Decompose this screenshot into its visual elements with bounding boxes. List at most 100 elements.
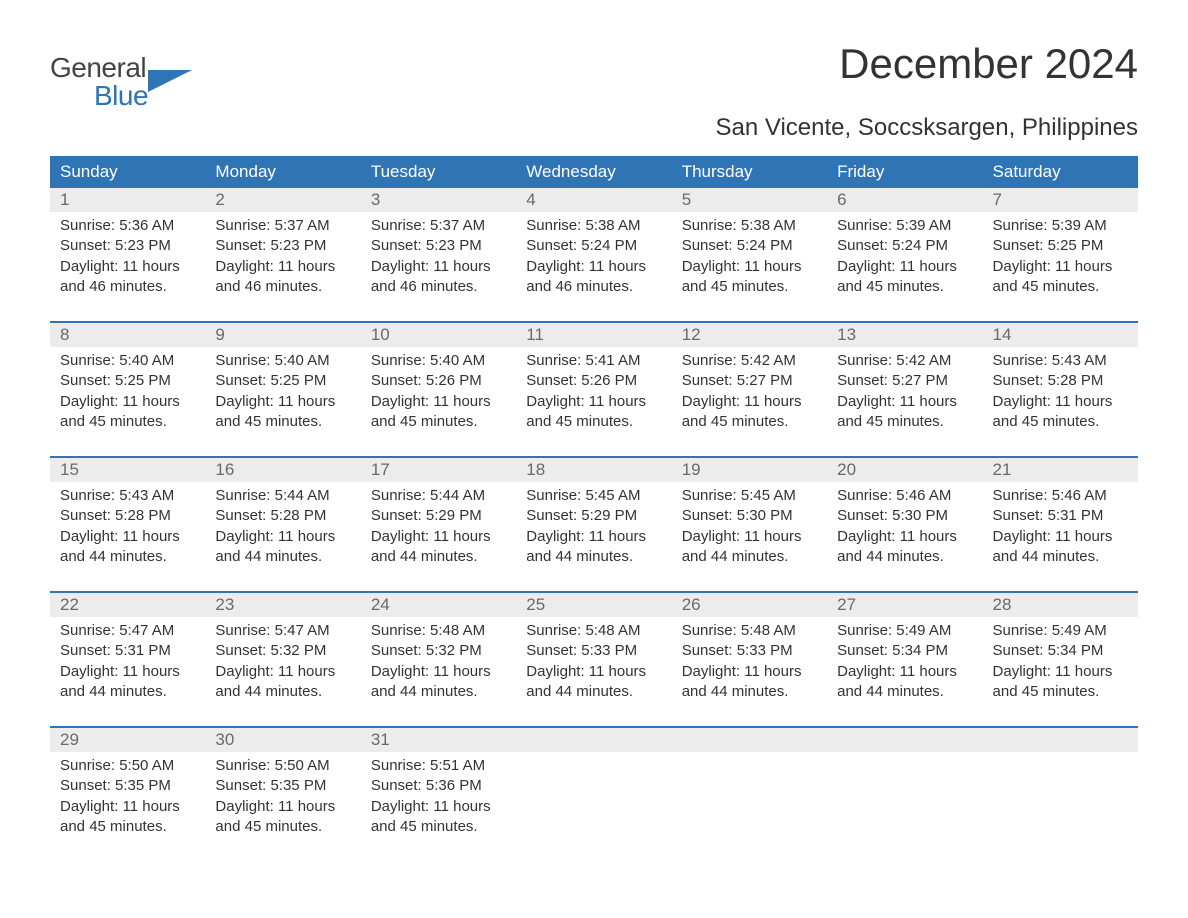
daylight-line: Daylight: 11 hours and 44 minutes. xyxy=(60,662,195,703)
sunrise-line: Sunrise: 5:48 AM xyxy=(371,621,506,641)
day-number: 18 xyxy=(516,458,671,482)
brand-line1: General xyxy=(50,54,146,82)
day-number: 2 xyxy=(205,188,360,212)
sunrise-line: Sunrise: 5:43 AM xyxy=(60,486,195,506)
sunrise-line: Sunrise: 5:48 AM xyxy=(682,621,817,641)
day-number: 13 xyxy=(827,323,982,347)
calendar-cell: 28Sunrise: 5:49 AMSunset: 5:34 PMDayligh… xyxy=(983,593,1138,706)
calendar-week: 22Sunrise: 5:47 AMSunset: 5:31 PMDayligh… xyxy=(50,591,1138,706)
daylight-line: Daylight: 11 hours and 45 minutes. xyxy=(993,392,1128,433)
sunset-line: Sunset: 5:29 PM xyxy=(371,506,506,526)
day-details: Sunrise: 5:39 AMSunset: 5:25 PMDaylight:… xyxy=(983,212,1138,301)
sunset-line: Sunset: 5:31 PM xyxy=(993,506,1128,526)
day-details: Sunrise: 5:49 AMSunset: 5:34 PMDaylight:… xyxy=(983,617,1138,706)
day-number: 12 xyxy=(672,323,827,347)
calendar-cell: 17Sunrise: 5:44 AMSunset: 5:29 PMDayligh… xyxy=(361,458,516,571)
calendar-cell: 9Sunrise: 5:40 AMSunset: 5:25 PMDaylight… xyxy=(205,323,360,436)
sunrise-line: Sunrise: 5:45 AM xyxy=(526,486,661,506)
calendar-cell: 7Sunrise: 5:39 AMSunset: 5:25 PMDaylight… xyxy=(983,188,1138,301)
daylight-line: Daylight: 11 hours and 44 minutes. xyxy=(526,662,661,703)
calendar-cell: 16Sunrise: 5:44 AMSunset: 5:28 PMDayligh… xyxy=(205,458,360,571)
day-details: Sunrise: 5:40 AMSunset: 5:25 PMDaylight:… xyxy=(50,347,205,436)
calendar-cell: 27Sunrise: 5:49 AMSunset: 5:34 PMDayligh… xyxy=(827,593,982,706)
sunset-line: Sunset: 5:26 PM xyxy=(526,371,661,391)
calendar-cell xyxy=(827,728,982,841)
day-details: Sunrise: 5:48 AMSunset: 5:33 PMDaylight:… xyxy=(516,617,671,706)
daylight-line: Daylight: 11 hours and 45 minutes. xyxy=(993,662,1128,703)
calendar-cell: 11Sunrise: 5:41 AMSunset: 5:26 PMDayligh… xyxy=(516,323,671,436)
sunset-line: Sunset: 5:28 PM xyxy=(993,371,1128,391)
daylight-line: Daylight: 11 hours and 45 minutes. xyxy=(60,797,195,838)
calendar-cell: 8Sunrise: 5:40 AMSunset: 5:25 PMDaylight… xyxy=(50,323,205,436)
sunrise-line: Sunrise: 5:38 AM xyxy=(682,216,817,236)
sunset-line: Sunset: 5:28 PM xyxy=(60,506,195,526)
sunset-line: Sunset: 5:24 PM xyxy=(837,236,972,256)
sunset-line: Sunset: 5:27 PM xyxy=(682,371,817,391)
day-details: Sunrise: 5:45 AMSunset: 5:29 PMDaylight:… xyxy=(516,482,671,571)
daylight-line: Daylight: 11 hours and 46 minutes. xyxy=(371,257,506,298)
day-details: Sunrise: 5:43 AMSunset: 5:28 PMDaylight:… xyxy=(50,482,205,571)
day-number: 20 xyxy=(827,458,982,482)
daylight-line: Daylight: 11 hours and 44 minutes. xyxy=(215,662,350,703)
day-number-empty xyxy=(827,728,982,752)
sunset-line: Sunset: 5:25 PM xyxy=(215,371,350,391)
day-details: Sunrise: 5:51 AMSunset: 5:36 PMDaylight:… xyxy=(361,752,516,841)
daylight-line: Daylight: 11 hours and 45 minutes. xyxy=(215,392,350,433)
day-details: Sunrise: 5:42 AMSunset: 5:27 PMDaylight:… xyxy=(827,347,982,436)
calendar-cell: 29Sunrise: 5:50 AMSunset: 5:35 PMDayligh… xyxy=(50,728,205,841)
calendar-cell: 18Sunrise: 5:45 AMSunset: 5:29 PMDayligh… xyxy=(516,458,671,571)
sunrise-line: Sunrise: 5:40 AM xyxy=(60,351,195,371)
day-number: 4 xyxy=(516,188,671,212)
day-number: 28 xyxy=(983,593,1138,617)
day-details: Sunrise: 5:46 AMSunset: 5:30 PMDaylight:… xyxy=(827,482,982,571)
calendar-cell: 21Sunrise: 5:46 AMSunset: 5:31 PMDayligh… xyxy=(983,458,1138,571)
day-details: Sunrise: 5:40 AMSunset: 5:26 PMDaylight:… xyxy=(361,347,516,436)
daylight-line: Daylight: 11 hours and 45 minutes. xyxy=(993,257,1128,298)
day-details: Sunrise: 5:36 AMSunset: 5:23 PMDaylight:… xyxy=(50,212,205,301)
daylight-line: Daylight: 11 hours and 44 minutes. xyxy=(993,527,1128,568)
weekday-header: Wednesday xyxy=(516,156,671,188)
calendar-cell xyxy=(672,728,827,841)
sunrise-line: Sunrise: 5:44 AM xyxy=(215,486,350,506)
day-number: 3 xyxy=(361,188,516,212)
weekday-header: Monday xyxy=(205,156,360,188)
sunrise-line: Sunrise: 5:47 AM xyxy=(215,621,350,641)
daylight-line: Daylight: 11 hours and 44 minutes. xyxy=(682,662,817,703)
weekday-header: Tuesday xyxy=(361,156,516,188)
sunrise-line: Sunrise: 5:40 AM xyxy=(215,351,350,371)
calendar-cell: 5Sunrise: 5:38 AMSunset: 5:24 PMDaylight… xyxy=(672,188,827,301)
sunset-line: Sunset: 5:25 PM xyxy=(60,371,195,391)
daylight-line: Daylight: 11 hours and 45 minutes. xyxy=(60,392,195,433)
sunrise-line: Sunrise: 5:48 AM xyxy=(526,621,661,641)
day-number: 31 xyxy=(361,728,516,752)
sunset-line: Sunset: 5:29 PM xyxy=(526,506,661,526)
sunset-line: Sunset: 5:25 PM xyxy=(993,236,1128,256)
daylight-line: Daylight: 11 hours and 44 minutes. xyxy=(837,527,972,568)
daylight-line: Daylight: 11 hours and 44 minutes. xyxy=(526,527,661,568)
weekday-header: Sunday xyxy=(50,156,205,188)
sunrise-line: Sunrise: 5:39 AM xyxy=(837,216,972,236)
day-number-empty xyxy=(983,728,1138,752)
day-number: 6 xyxy=(827,188,982,212)
calendar-grid: SundayMondayTuesdayWednesdayThursdayFrid… xyxy=(50,156,1138,841)
calendar-week: 29Sunrise: 5:50 AMSunset: 5:35 PMDayligh… xyxy=(50,726,1138,841)
sunset-line: Sunset: 5:35 PM xyxy=(60,776,195,796)
sunrise-line: Sunrise: 5:41 AM xyxy=(526,351,661,371)
sunset-line: Sunset: 5:35 PM xyxy=(215,776,350,796)
sunset-line: Sunset: 5:32 PM xyxy=(215,641,350,661)
weekday-header-row: SundayMondayTuesdayWednesdayThursdayFrid… xyxy=(50,156,1138,188)
page-title: December 2024 xyxy=(839,40,1138,88)
day-details: Sunrise: 5:41 AMSunset: 5:26 PMDaylight:… xyxy=(516,347,671,436)
day-number: 22 xyxy=(50,593,205,617)
calendar-cell: 14Sunrise: 5:43 AMSunset: 5:28 PMDayligh… xyxy=(983,323,1138,436)
sunrise-line: Sunrise: 5:39 AM xyxy=(993,216,1128,236)
day-number: 29 xyxy=(50,728,205,752)
brand-line2: Blue xyxy=(50,82,192,110)
day-number: 25 xyxy=(516,593,671,617)
calendar-cell: 15Sunrise: 5:43 AMSunset: 5:28 PMDayligh… xyxy=(50,458,205,571)
calendar-cell: 25Sunrise: 5:48 AMSunset: 5:33 PMDayligh… xyxy=(516,593,671,706)
calendar-cell: 13Sunrise: 5:42 AMSunset: 5:27 PMDayligh… xyxy=(827,323,982,436)
calendar-cell: 26Sunrise: 5:48 AMSunset: 5:33 PMDayligh… xyxy=(672,593,827,706)
day-details: Sunrise: 5:37 AMSunset: 5:23 PMDaylight:… xyxy=(205,212,360,301)
calendar-week: 1Sunrise: 5:36 AMSunset: 5:23 PMDaylight… xyxy=(50,188,1138,301)
